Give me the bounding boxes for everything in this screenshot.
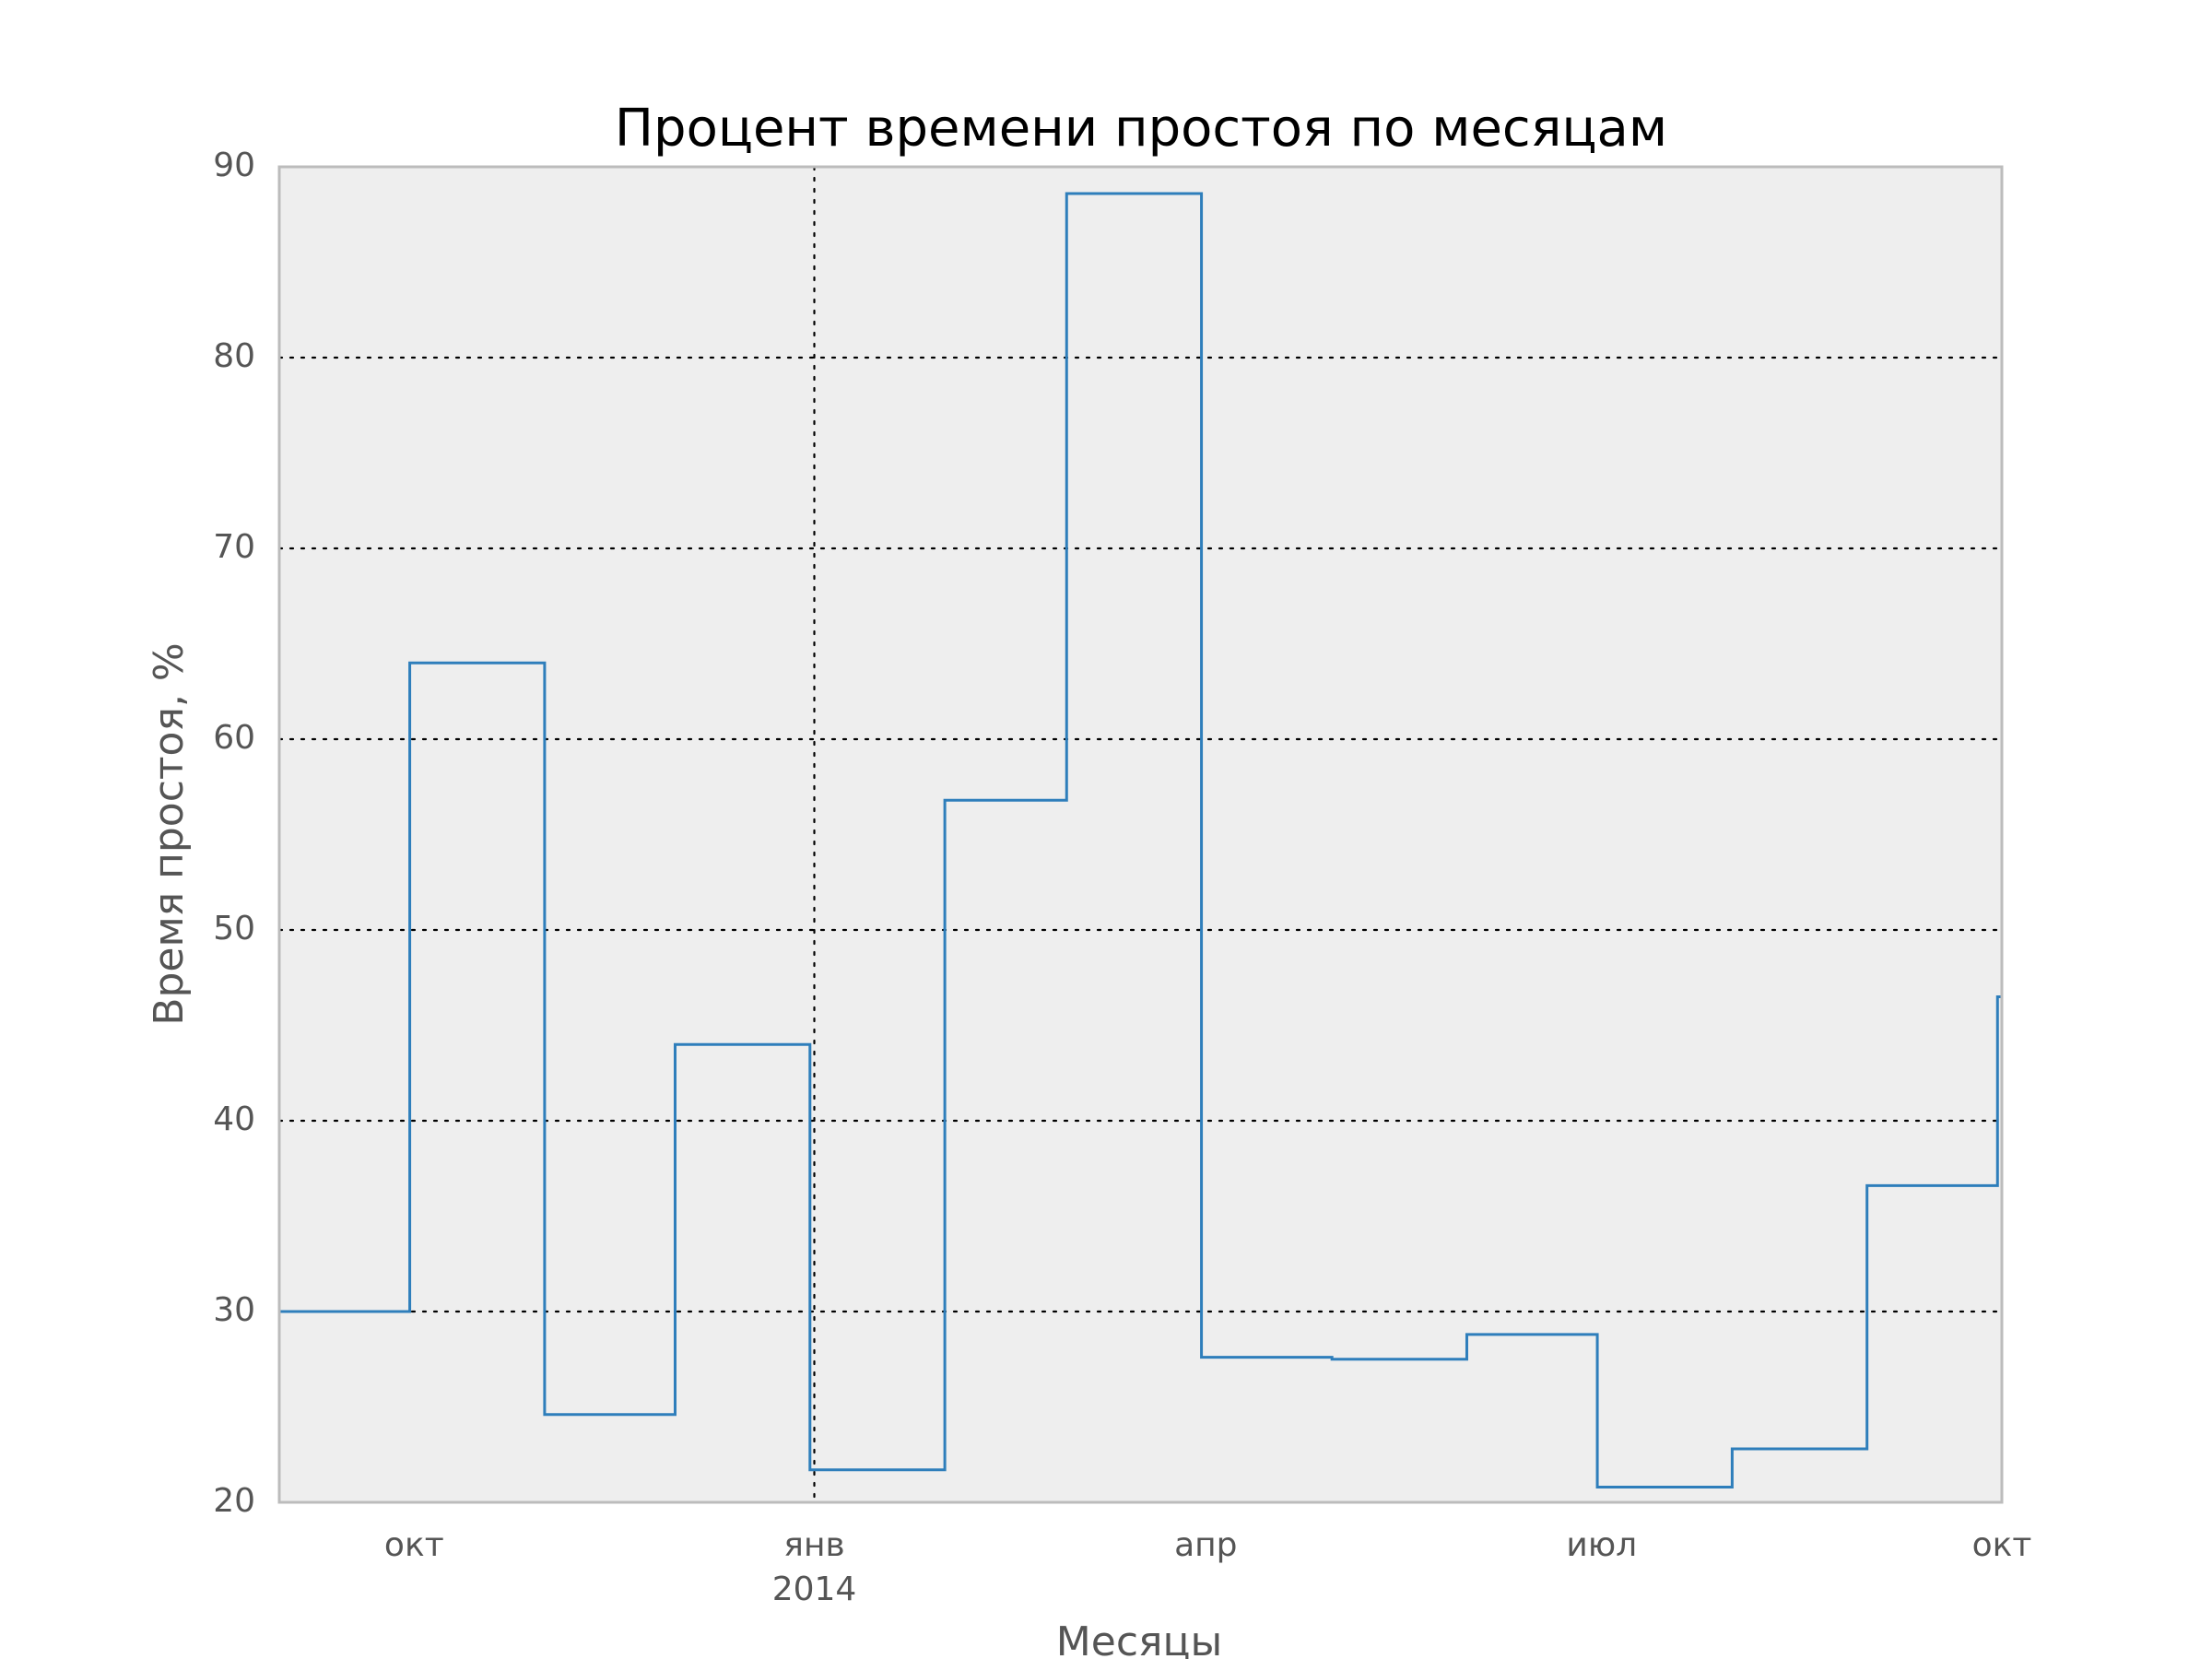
x-tick-labels: окт янв 2014 апр июл окт <box>384 1526 2031 1608</box>
x-tick-label: окт <box>384 1526 444 1564</box>
plot-background <box>279 167 2002 1502</box>
y-tick-label: 60 <box>213 719 255 757</box>
x-tick-label: янв <box>783 1526 844 1564</box>
series-step-line <box>279 192 2002 1488</box>
x-axis-label: Месяцы <box>1056 1618 1222 1659</box>
x-tick-label: апр <box>1174 1526 1237 1564</box>
chart-title: Процент времени простоя по месяцам <box>615 99 1667 159</box>
y-tick-label: 40 <box>213 1100 255 1138</box>
x-tick-sublabel: 2014 <box>772 1571 857 1608</box>
y-tick-label: 90 <box>213 147 255 184</box>
y-tick-label: 20 <box>213 1482 255 1520</box>
y-tick-label: 50 <box>213 910 255 947</box>
x-tick-label: окт <box>1972 1526 2032 1564</box>
series-layer <box>279 192 2002 1488</box>
y-axis-label: Время простоя, % <box>146 642 193 1025</box>
y-tick-label: 80 <box>213 337 255 375</box>
y-tick-label: 70 <box>213 528 255 566</box>
x-tick-label: июл <box>1566 1526 1637 1564</box>
grid-layer <box>277 165 2004 1504</box>
y-tick-label: 30 <box>213 1291 255 1329</box>
plot-frame <box>277 165 2004 1504</box>
y-tick-labels: 20 30 40 50 60 70 80 90 <box>213 147 255 1520</box>
